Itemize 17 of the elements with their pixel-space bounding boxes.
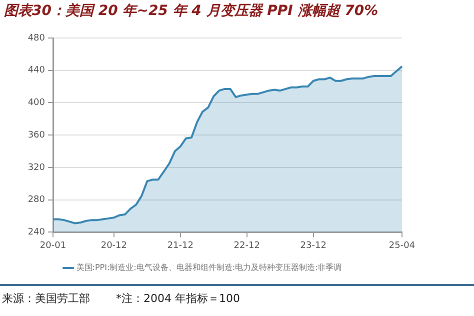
legend-label: 美国:PPI:制造业:电气设备、电器和组件制造:电力及特种变压器制造:非季调 — [76, 263, 342, 272]
x-tick-label: 25-04 — [388, 240, 416, 251]
y-tick-label: 320 — [28, 162, 46, 173]
x-tick-label: 20-12 — [100, 240, 128, 251]
y-tick-label: 360 — [28, 130, 46, 140]
source-note: 来源：美国劳工部 — [2, 292, 90, 305]
x-tick-label: 21-12 — [167, 240, 194, 251]
text: *注：2004 年指标＝100 — [116, 292, 240, 305]
x-tick-label: 23-12 — [300, 240, 326, 251]
y-tick-label: 400 — [28, 98, 46, 108]
y-tick-label: 440 — [28, 66, 46, 76]
x-tick-label: 20-01 — [40, 240, 66, 251]
x-tick-label: 22-12 — [234, 240, 260, 251]
y-tick-label: 480 — [28, 33, 46, 44]
chart-title: 图表30：美国 20 年~25 年 4 月变压器 PPI 涨幅超 70% — [4, 2, 378, 20]
y-tick-label: 240 — [28, 228, 46, 238]
y-tick-label: 280 — [28, 195, 46, 206]
